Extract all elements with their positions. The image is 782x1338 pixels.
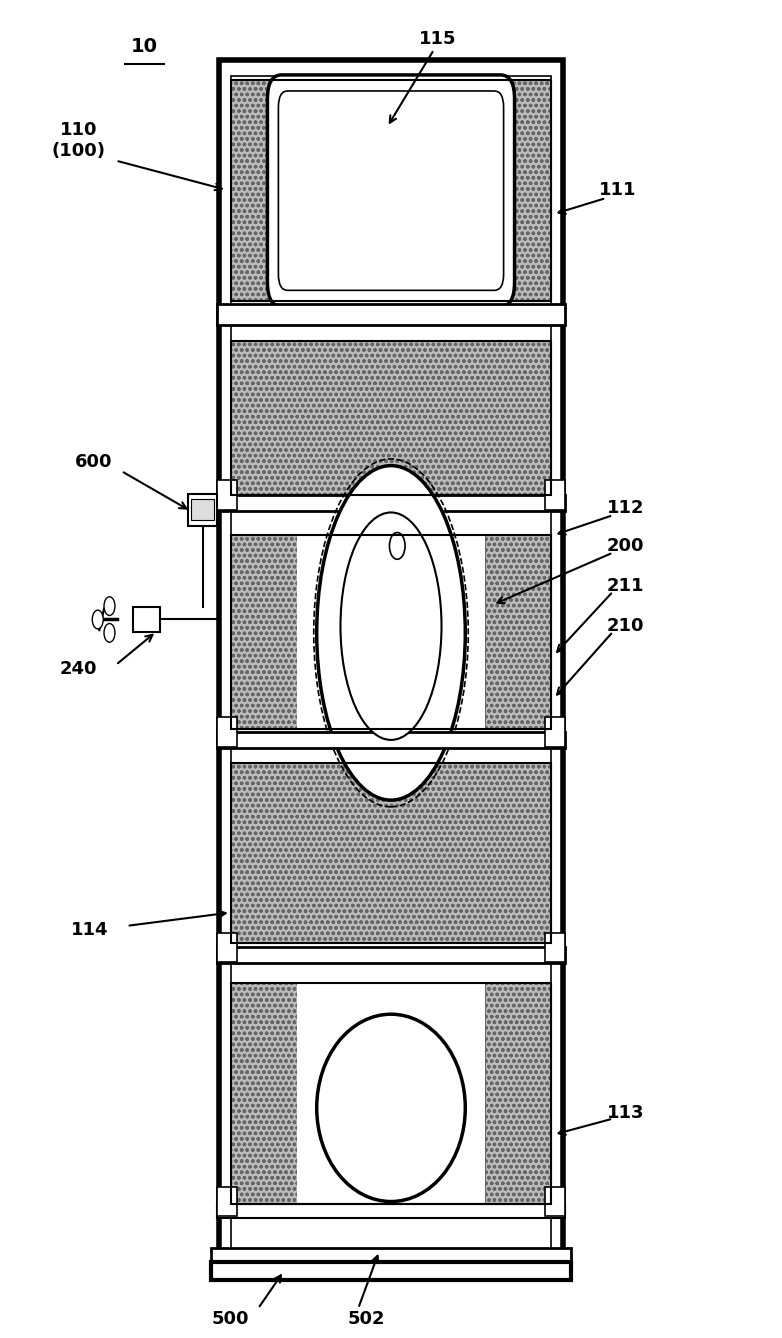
Bar — [231, 80, 551, 301]
Bar — [217, 480, 237, 510]
Bar — [231, 341, 551, 495]
Bar — [217, 947, 565, 963]
Bar — [191, 499, 214, 520]
Bar — [219, 60, 563, 1278]
Circle shape — [389, 533, 405, 559]
Text: 210: 210 — [607, 617, 644, 636]
Bar — [217, 717, 237, 747]
Text: 200: 200 — [607, 537, 644, 555]
Circle shape — [104, 597, 115, 615]
Bar — [231, 983, 551, 1204]
Bar — [217, 1187, 237, 1216]
Ellipse shape — [317, 466, 465, 800]
Circle shape — [104, 624, 115, 642]
Bar — [231, 80, 551, 301]
Bar — [217, 1204, 565, 1218]
Text: 600: 600 — [75, 452, 113, 471]
Text: 111: 111 — [599, 181, 637, 199]
Bar — [545, 480, 565, 510]
Text: 502: 502 — [347, 1310, 385, 1329]
Bar — [231, 763, 551, 943]
Bar — [485, 535, 551, 729]
Bar — [211, 1262, 571, 1280]
Bar — [545, 717, 565, 747]
Bar — [231, 341, 551, 495]
Bar — [545, 933, 565, 962]
Bar — [231, 535, 551, 729]
Bar — [231, 763, 551, 943]
Bar — [545, 1187, 565, 1216]
Text: 114: 114 — [71, 921, 109, 939]
Bar — [217, 304, 565, 325]
Text: 240: 240 — [59, 660, 97, 678]
Bar — [231, 983, 297, 1204]
Bar — [211, 1248, 571, 1264]
Bar — [217, 495, 565, 511]
Bar — [188, 494, 217, 526]
FancyBboxPatch shape — [278, 91, 504, 290]
Text: 10: 10 — [131, 37, 158, 56]
Text: 113: 113 — [607, 1104, 644, 1123]
Ellipse shape — [340, 512, 442, 740]
Bar — [217, 933, 237, 962]
Bar — [231, 76, 551, 1260]
Bar — [231, 535, 297, 729]
FancyBboxPatch shape — [267, 75, 515, 306]
Ellipse shape — [317, 1014, 465, 1202]
Text: 500: 500 — [212, 1310, 249, 1329]
Bar — [217, 732, 565, 748]
Bar — [297, 535, 485, 729]
Bar — [485, 983, 551, 1204]
Text: 115: 115 — [419, 29, 457, 48]
Bar — [297, 983, 485, 1204]
Text: 112: 112 — [607, 499, 644, 518]
Text: 110
(100): 110 (100) — [51, 122, 106, 159]
Bar — [133, 607, 160, 632]
Circle shape — [92, 610, 103, 629]
Text: 211: 211 — [607, 577, 644, 595]
